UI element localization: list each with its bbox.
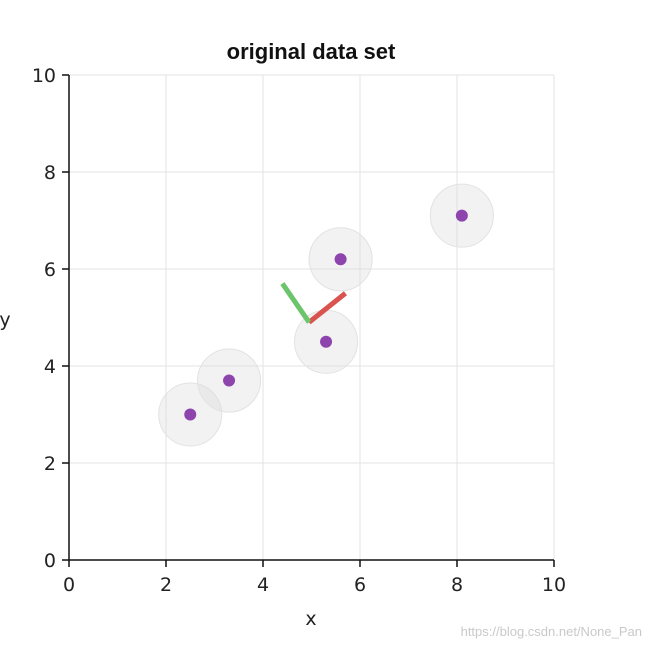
- point-halos: [158, 183, 494, 447]
- data-points: [184, 209, 468, 421]
- x-tick-label: 10: [542, 574, 566, 596]
- principal-axis-2: [280, 282, 312, 324]
- watermark: https://blog.csdn.net/None_Pan: [460, 624, 642, 639]
- y-tick-label: 0: [44, 550, 56, 572]
- axes: [62, 74, 555, 567]
- x-tick-label: 4: [257, 574, 269, 596]
- x-tick-label: 0: [63, 574, 75, 596]
- principal-axis-1: [307, 291, 348, 325]
- data-point: [455, 209, 468, 222]
- x-tick-label: 6: [354, 574, 366, 596]
- y-tick-label: 4: [44, 356, 56, 378]
- y-tick-label: 2: [44, 453, 56, 475]
- y-tick-label: 6: [44, 259, 56, 281]
- data-point: [223, 374, 236, 387]
- data-point: [184, 408, 197, 421]
- x-tick-label: 8: [451, 574, 463, 596]
- grid: [68, 74, 555, 561]
- data-point: [320, 335, 333, 348]
- x-axis-label: x: [305, 608, 316, 630]
- principal-axes: [280, 282, 348, 325]
- y-tick-label: 10: [32, 65, 56, 87]
- x-tick-label: 2: [160, 574, 172, 596]
- tick-labels: 0 2 4 6 8 10 0 2 4 6 8 10: [32, 65, 566, 596]
- y-axis-label: y: [0, 309, 11, 331]
- y-tick-label: 8: [44, 162, 56, 184]
- data-point: [334, 253, 347, 266]
- chart-title: original data set: [227, 39, 396, 64]
